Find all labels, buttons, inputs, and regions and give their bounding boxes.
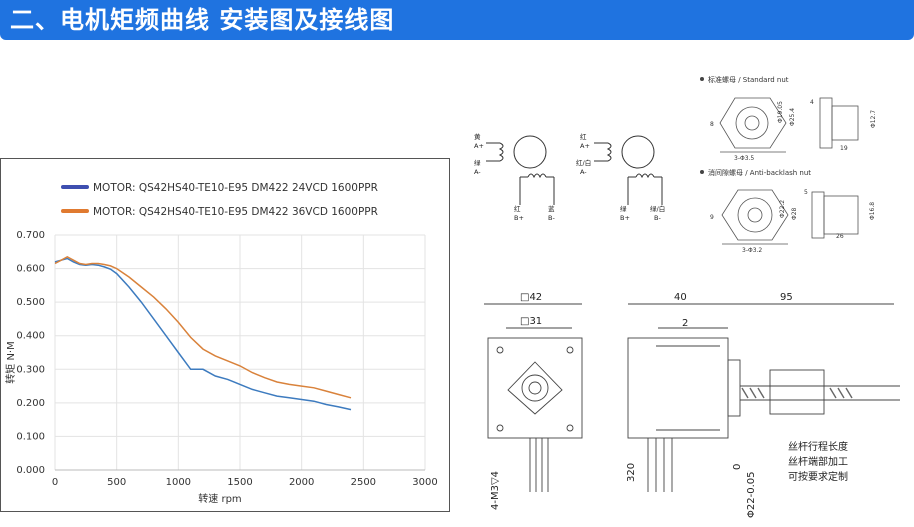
dim-95: 95 (780, 292, 793, 303)
x-tick-label: 0 (52, 477, 58, 488)
y-tick-label: 0.700 (16, 230, 45, 241)
coil-b-left (527, 173, 547, 179)
y-tick-label: 0.100 (16, 431, 45, 442)
wire-a-red-right: 红 (580, 132, 587, 141)
wire-b-blue-left: 蓝 (548, 204, 555, 213)
anti-nut-front (721, 189, 789, 241)
wire-b-red-left: 红 (514, 204, 521, 213)
legend-label-1: MOTOR: QS42HS40-TE10-E95 DM422 24VCD 160… (93, 182, 378, 194)
front-flange (507, 361, 563, 415)
wiring-diagram: 黄 A+ 绿 A- 红 B+ 蓝 B- 红 A+ 红/白 A- 绿 B+ 绿/白… (474, 132, 665, 222)
x-axis-label: 转速 rpm (198, 492, 241, 505)
torque-frequency-chart: 0.000 0.100 0.200 0.300 0.400 0.500 0.600 0.700… (0, 158, 450, 512)
anti-nut-side (811, 191, 825, 239)
y-tick-label: 0.300 (16, 364, 45, 375)
wire-a-yellow: 黄 (474, 132, 481, 141)
motor-drawings: □42 □31 4-M3▽4 320 40 95 2 0 Φ22-0.05 丝杆… (484, 292, 900, 518)
y-tick-label: 0.400 (16, 331, 45, 342)
lead-screw-nut (769, 369, 825, 415)
wire-a-plus-left: A+ (474, 142, 484, 150)
section-banner: 二、电机矩频曲线 安装图及接线图 (0, 0, 914, 40)
anti-d3: Φ16.8 (869, 202, 876, 220)
series-line-2 (54, 255, 352, 399)
coil-a-right (606, 142, 612, 162)
x-tick-label: 2000 (289, 477, 314, 488)
std-d3: Φ12.7 (870, 110, 877, 128)
coil-b-right (635, 173, 655, 179)
page-title: 二、电机矩频曲线 安装图及接线图 (10, 6, 395, 34)
std-d1: Φ19.05 (777, 101, 784, 123)
dim-40: 40 (674, 292, 687, 303)
dim-zero: 0 (732, 464, 743, 470)
motor-circle-right (621, 135, 655, 169)
y-axis-label: 转矩 N·M (4, 341, 17, 383)
note-end-machining: 丝杆端部加工 (788, 455, 848, 468)
y-tick-label: 0.200 (16, 398, 45, 409)
std-h: 8 (710, 121, 714, 128)
std-d2: Φ25.4 (789, 108, 796, 126)
standard-nut-label: 标准螺母 / Standard nut (708, 75, 789, 84)
motor-circle-left (513, 135, 547, 169)
anti-w: 5 (804, 189, 808, 196)
wire-a-minus-left: A- (474, 168, 481, 176)
standard-nut-side (819, 97, 833, 149)
dim-holes: 4-M3▽4 (490, 471, 501, 510)
wire-b-green-white-right: 绿/白 (650, 204, 665, 213)
x-tick-label: 3000 (412, 477, 437, 488)
dim-2: 2 (682, 318, 688, 329)
dim-sq42: □42 (520, 292, 542, 303)
y-tick-label: 0.500 (16, 297, 45, 308)
wire-b-minus-left: B- (548, 214, 555, 222)
wire-a-plus-right: A+ (580, 142, 590, 150)
dim-shaft: Φ22-0.05 (746, 472, 757, 518)
std-w: 4 (810, 99, 814, 106)
x-tick-label: 500 (107, 477, 126, 488)
wire-a-minus-right: A- (580, 168, 587, 176)
motor-front-view (487, 337, 583, 439)
motor-side-view (627, 337, 729, 439)
wire-b-green-right: 绿 (620, 204, 627, 213)
standard-nut-front (719, 97, 787, 149)
coil-a-left (498, 142, 504, 162)
std-l: 19 (840, 145, 848, 152)
wire-b-plus-right: B+ (620, 214, 630, 222)
anti-d1: Φ22.2 (779, 200, 786, 218)
wire-a-green-left: 绿 (474, 158, 481, 167)
x-tick-label: 2500 (351, 477, 376, 488)
y-tick-label: 0.000 (16, 465, 45, 476)
dim-sq31: □31 (520, 316, 542, 327)
wire-b-minus-right: B- (654, 214, 661, 222)
wire-b-plus-left: B+ (514, 214, 524, 222)
legend-label-2: MOTOR: QS42HS40-TE10-E95 DM422 36VCD 160… (93, 206, 378, 218)
x-tick-label: 1000 (166, 477, 191, 488)
anti-backlash-nut-label: 消间隙螺母 / Anti-backlash nut (708, 168, 811, 177)
anti-d2: Φ28 (791, 207, 798, 220)
anti-h: 9 (710, 214, 714, 221)
note-stroke: 丝杆行程长度 (788, 440, 848, 453)
chart-svg: 0.000 0.100 0.200 0.300 0.400 0.500 0.600 0.700… (4, 182, 438, 505)
note-custom: 可按要求定制 (788, 470, 848, 483)
x-tick-label: 1500 (227, 477, 252, 488)
nut-drawings: 标准螺母 / Standard nut Φ19.05 Φ25.4 Φ12.7 4… (700, 75, 877, 254)
std-holes: 3-Φ3.5 (734, 155, 754, 162)
anti-holes: 3-Φ3.2 (742, 247, 762, 254)
anti-l: 26 (836, 233, 844, 240)
y-tick-label: 0.600 (16, 264, 45, 275)
wire-a-red-white-right: 红/白 (576, 158, 591, 167)
dim-lead-length: 320 (626, 463, 637, 482)
